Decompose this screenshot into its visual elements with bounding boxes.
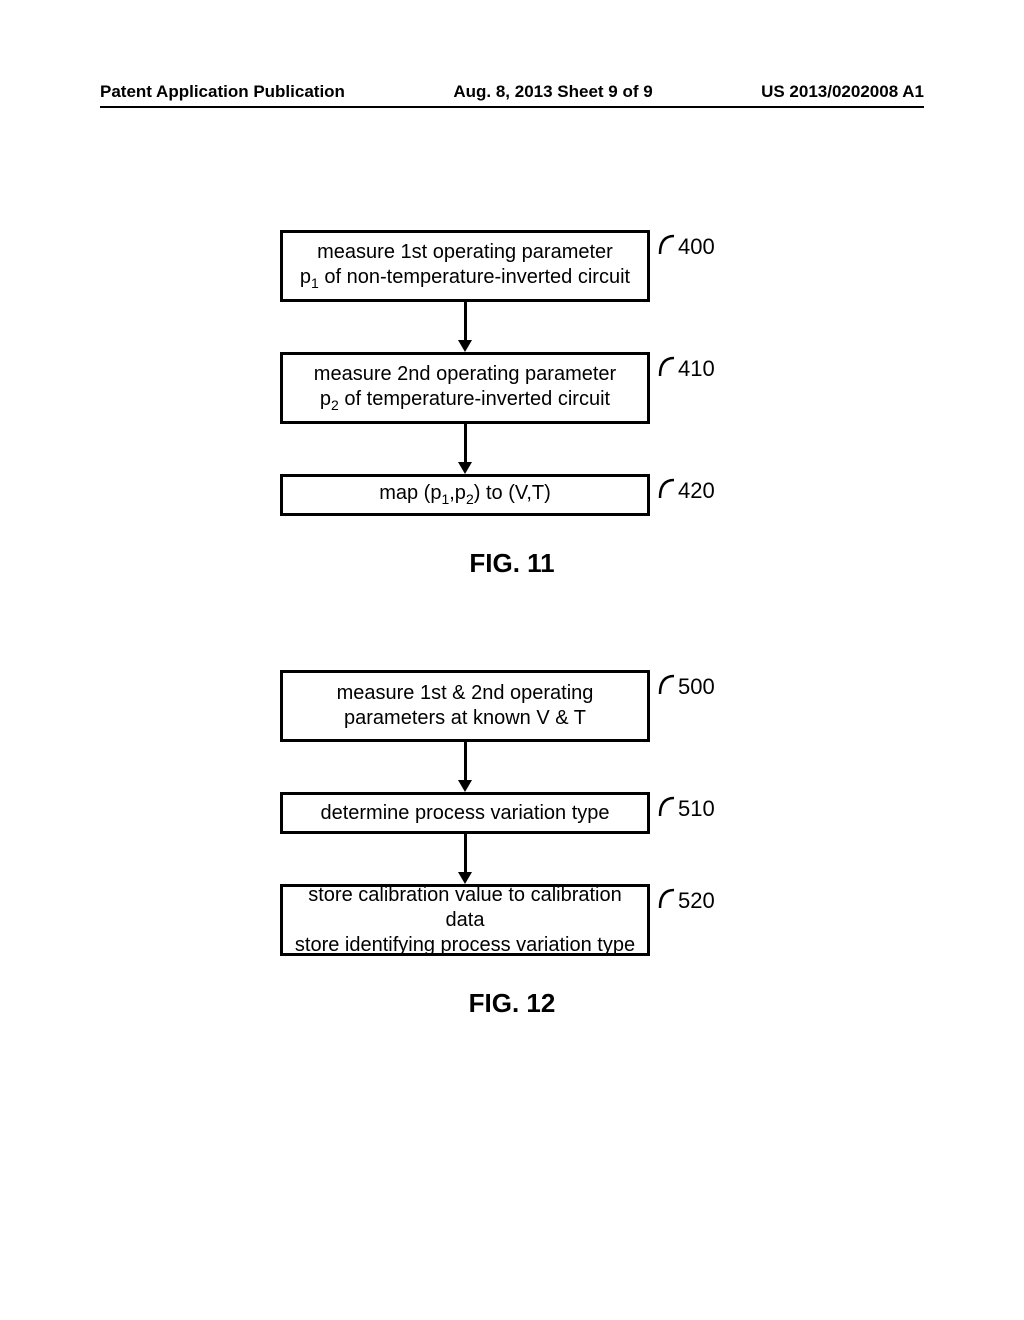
header-right: US 2013/0202008 A1 — [761, 82, 924, 102]
ref-hook-icon — [658, 476, 676, 502]
ref-label-420: 420 — [678, 478, 715, 504]
ref-label-520: 520 — [678, 888, 715, 914]
ref-hook-icon — [658, 886, 676, 912]
figure-caption: FIG. 12 — [0, 988, 1024, 1019]
header-left: Patent Application Publication — [100, 82, 345, 102]
ref-hook-icon — [658, 232, 676, 258]
ref-label-400: 400 — [678, 234, 715, 260]
flow-node-420: map (p1,p2) to (V,T) — [280, 474, 650, 516]
flow-node-510: determine process variation type — [280, 792, 650, 834]
arrow-head-icon — [458, 780, 472, 792]
arrow-shaft — [464, 742, 467, 782]
flow-node-text: measure 1st & 2nd operatingparameters at… — [337, 681, 594, 731]
arrow-shaft — [464, 834, 467, 874]
header-center: Aug. 8, 2013 Sheet 9 of 9 — [453, 82, 652, 102]
arrow-shaft — [464, 302, 467, 342]
figure-caption: FIG. 11 — [0, 548, 1024, 579]
ref-label-410: 410 — [678, 356, 715, 382]
flow-node-410: measure 2nd operating parameterp2 of tem… — [280, 352, 650, 424]
flow-node-text: map (p1,p2) to (V,T) — [379, 481, 551, 509]
arrow-head-icon — [458, 462, 472, 474]
page-header: Patent Application Publication Aug. 8, 2… — [100, 82, 924, 102]
flow-node-text: measure 1st operating parameterp1 of non… — [300, 240, 630, 293]
header-rule — [100, 106, 924, 108]
flow-node-text: store calibration value to calibration d… — [293, 883, 637, 958]
ref-hook-icon — [658, 354, 676, 380]
flow-node-400: measure 1st operating parameterp1 of non… — [280, 230, 650, 302]
flow-node-text: measure 2nd operating parameterp2 of tem… — [314, 362, 616, 415]
arrow-head-icon — [458, 872, 472, 884]
page: Patent Application Publication Aug. 8, 2… — [0, 0, 1024, 1320]
flow-node-500: measure 1st & 2nd operatingparameters at… — [280, 670, 650, 742]
ref-label-500: 500 — [678, 674, 715, 700]
ref-hook-icon — [658, 672, 676, 698]
arrow-shaft — [464, 424, 467, 464]
ref-label-510: 510 — [678, 796, 715, 822]
flow-node-520: store calibration value to calibration d… — [280, 884, 650, 956]
ref-hook-icon — [658, 794, 676, 820]
flow-node-text: determine process variation type — [320, 801, 609, 826]
arrow-head-icon — [458, 340, 472, 352]
